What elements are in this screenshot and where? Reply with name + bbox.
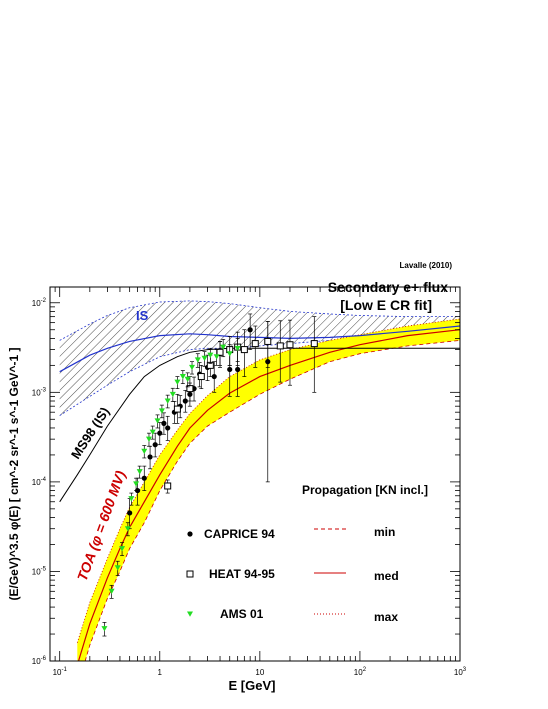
heat-94-95-point xyxy=(240,346,248,354)
max-legend-label: max xyxy=(374,610,398,624)
y-tick-label: 10-3 xyxy=(32,387,47,397)
axes: 10-1 1 10 102 103 10-6 10-5 10-4 10-3 10-2 xyxy=(32,287,467,677)
heat-94-95-point xyxy=(264,337,272,345)
x-axis-label: E [GeV] xyxy=(229,678,276,693)
x-tick-label: 1 xyxy=(158,668,163,677)
legend: CAPRICE 94 HEAT 94-95 AMS 01 min med max xyxy=(186,525,399,624)
ms98-annotation: MS98 (IS) xyxy=(68,404,112,461)
ams-01-point xyxy=(174,379,181,385)
chart-subtitle: [Low E CR fit] xyxy=(340,297,432,313)
heat-94-95-point xyxy=(276,342,284,350)
heat-94-95-point xyxy=(164,482,172,490)
toa-max-line xyxy=(76,318,460,643)
toa-band xyxy=(77,318,460,661)
heat-94-95-point xyxy=(310,340,318,348)
x-tick-label: 102 xyxy=(354,667,367,677)
ams-01-point xyxy=(101,626,108,632)
propagation-annotation: Propagation [KN incl.] xyxy=(302,483,428,497)
heat-94-95-legend-marker xyxy=(186,570,194,578)
ams-01-point xyxy=(154,418,161,424)
is-line xyxy=(59,325,460,373)
caprice-94-point xyxy=(227,366,233,373)
caprice-94-legend-marker xyxy=(187,531,193,537)
ams-01-point xyxy=(108,588,115,595)
x-tick-label: 103 xyxy=(454,667,467,677)
min-legend-label: min xyxy=(374,525,395,539)
toa-med-line xyxy=(77,329,460,661)
heat-94-95-point xyxy=(251,340,259,348)
ams-01-point xyxy=(179,374,186,380)
ams-01-point xyxy=(158,408,165,414)
y-axis-label: (E/GeV)^3.5 φ(E) [ cm^-2 sr^-1 s^-1 GeV^… xyxy=(7,347,21,600)
x-tick-label: 10 xyxy=(255,668,264,677)
caprice-94-point xyxy=(165,425,171,431)
med-legend-label: med xyxy=(374,569,399,583)
is-band-upper-edge xyxy=(59,300,460,341)
ams-01-point xyxy=(184,376,191,383)
ams-01-point xyxy=(124,526,131,532)
caprice-94-point xyxy=(141,475,147,481)
caprice-94-point xyxy=(147,454,153,460)
ams-01-point xyxy=(133,481,140,487)
ams-01-point xyxy=(207,352,214,358)
heat-94-95-point xyxy=(186,385,194,393)
x-tick-label: 10-1 xyxy=(53,667,68,677)
ams-01-point xyxy=(213,354,220,360)
caprice-94-point xyxy=(247,327,253,333)
heat-94-95-point xyxy=(173,405,181,413)
heat-94-95-legend-label: HEAT 94-95 xyxy=(209,567,275,581)
ams-01-point xyxy=(220,344,227,350)
toa-min-line xyxy=(84,340,460,661)
credit-label: Lavalle (2010) xyxy=(400,261,453,270)
ams-01-point xyxy=(128,496,135,502)
caprice-94-point xyxy=(157,430,163,436)
caprice-94-point xyxy=(235,366,241,373)
ams-01-point xyxy=(201,355,208,362)
is-annotation: IS xyxy=(136,308,149,323)
ams-01-point xyxy=(149,429,156,435)
ams-01-point xyxy=(189,364,196,371)
ams-01-point xyxy=(164,398,171,404)
heat-94-95-point xyxy=(286,341,294,349)
caprice-94-point xyxy=(127,510,133,516)
y-tick-label: 10-4 xyxy=(32,477,47,487)
caprice-94-point xyxy=(161,420,167,426)
ams-01-legend-marker xyxy=(187,611,193,617)
is-band xyxy=(59,300,460,416)
ams-01-point xyxy=(194,357,201,363)
y-tick-label: 10-5 xyxy=(32,566,47,576)
ams-01-point xyxy=(234,345,241,352)
chart-title: Secondary e+ flux xyxy=(328,279,448,295)
ams-01-point xyxy=(114,565,121,571)
ams-01-legend-label: AMS 01 xyxy=(220,607,264,621)
ams-01-point xyxy=(119,546,126,552)
y-tick-label: 10-6 xyxy=(32,656,47,666)
caprice-94-point xyxy=(152,442,158,448)
ams-01-point xyxy=(136,469,143,475)
ams-01-point xyxy=(226,351,233,357)
y-tick-label: 10-2 xyxy=(32,298,47,308)
caprice-94-legend-label: CAPRICE 94 xyxy=(204,527,275,541)
caprice-94-point xyxy=(182,398,188,404)
heat-94-95-point xyxy=(197,373,205,381)
ams-01-point xyxy=(145,436,152,442)
ams-01-point xyxy=(169,391,176,398)
caprice-94-point xyxy=(211,373,217,380)
plot-area xyxy=(59,300,460,661)
ams-01-point xyxy=(141,448,148,455)
